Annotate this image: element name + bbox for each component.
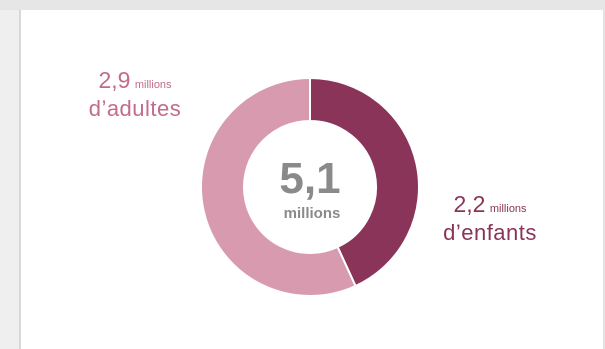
- slice-label-enfants-unit: millions: [489, 203, 527, 215]
- slice-label-adultes: 2,9 millions d’adultes: [60, 67, 210, 122]
- center-total-value: 5,1: [279, 154, 340, 203]
- frame-left-border: [0, 10, 19, 349]
- donut-slices: [200, 76, 420, 297]
- donut-slice-0: [309, 76, 420, 288]
- donut-slice-1: [200, 76, 357, 297]
- frame-inner-left-line: [19, 10, 21, 349]
- center-total-unit: millions: [284, 205, 341, 222]
- slice-label-enfants-value: 2,2: [453, 191, 486, 217]
- slice-label-enfants-name: d’enfants: [443, 220, 537, 246]
- frame-right-border: [603, 10, 605, 349]
- slice-label-adultes-name: d’adultes: [88, 96, 182, 122]
- slice-label-adultes-value: 2,9: [98, 67, 131, 93]
- frame-top-border: [0, 0, 605, 10]
- slice-label-adultes-unit: millions: [134, 79, 172, 91]
- slice-label-enfants: 2,2 millions d’enfants: [405, 191, 575, 246]
